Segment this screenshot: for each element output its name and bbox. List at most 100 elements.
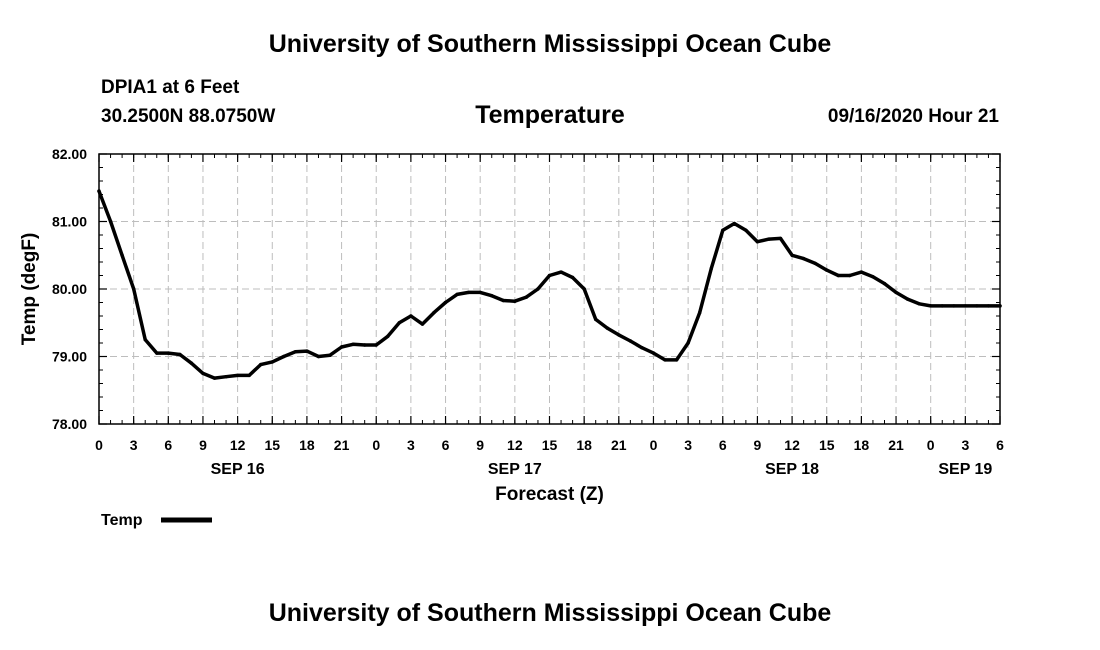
data-point (871, 275, 875, 279)
data-point (536, 287, 540, 291)
data-point (363, 343, 367, 347)
data-point (952, 304, 956, 308)
x-tick-label: 9 (199, 437, 207, 453)
data-point (848, 273, 852, 278)
data-point (732, 221, 736, 226)
x-tick-label: 0 (95, 437, 103, 453)
series-line-temp (97, 189, 1002, 380)
data-point (882, 281, 887, 286)
data-point (801, 256, 806, 261)
date-label: SEP 19 (938, 461, 992, 478)
station-label: DPIA1 at 6 Feet (101, 77, 240, 98)
data-point (282, 354, 286, 359)
data-point (698, 310, 702, 315)
data-point (432, 310, 436, 315)
date-label: SEP 16 (211, 461, 265, 478)
data-point (97, 189, 101, 193)
axis-ticks (98, 153, 1001, 425)
y-axis-title: Temp (degF) (19, 233, 40, 346)
date-label: SEP 17 (488, 461, 542, 478)
x-tick-label: 21 (611, 437, 627, 453)
forecast-timestamp: 09/16/2020 Hour 21 (827, 106, 999, 127)
x-tick-label: 21 (888, 437, 904, 453)
data-point (420, 322, 425, 326)
data-point (270, 360, 274, 364)
data-point (155, 351, 159, 355)
data-point (120, 253, 124, 257)
data-point (339, 345, 344, 349)
data-point (351, 342, 355, 346)
station-coordinates: 30.2500N 88.0750W (101, 106, 276, 127)
data-point (663, 358, 667, 362)
x-tick-label: 18 (576, 437, 592, 453)
x-tick-label: 15 (264, 437, 280, 453)
chart-title: Temperature (475, 101, 625, 129)
x-tick-label: 3 (961, 437, 969, 453)
data-point (293, 350, 298, 354)
x-tick-label: 18 (854, 437, 870, 453)
data-point (674, 358, 679, 362)
legend-label: Temp (101, 512, 143, 529)
y-tick-label: 79.00 (52, 349, 87, 365)
data-point (755, 240, 760, 244)
data-point (744, 228, 748, 232)
date-label: SEP 18 (765, 461, 819, 478)
y-tick-label: 82.00 (52, 146, 87, 162)
data-point (478, 290, 482, 295)
x-tick-label: 6 (719, 437, 727, 453)
data-point (986, 304, 991, 308)
x-tick-label: 0 (650, 437, 658, 453)
data-point (132, 287, 136, 291)
data-point (143, 337, 147, 342)
data-point (212, 376, 217, 380)
data-point (825, 268, 829, 272)
axis-labels: 78.00 79.00 80.00 81.00 82.00 0 3 6 9 12 15 18 21 0 3 6… (52, 146, 1004, 478)
footer-title: University of Southern Mississippi Ocean… (268, 599, 832, 627)
data-point (975, 304, 979, 308)
x-tick-label: 9 (754, 437, 762, 453)
x-tick-label: 6 (442, 437, 450, 453)
data-point (513, 299, 517, 303)
x-tick-label: 12 (507, 437, 523, 453)
x-tick-label: 6 (996, 437, 1004, 453)
x-tick-label: 6 (164, 437, 172, 453)
data-point (686, 341, 690, 345)
data-point (605, 326, 609, 330)
data-point (778, 236, 783, 241)
data-point (224, 375, 228, 379)
data-point (501, 298, 505, 303)
data-point (178, 352, 182, 357)
x-tick-label: 15 (819, 437, 835, 453)
data-point (790, 253, 794, 257)
x-axis-title: Forecast (Z) (495, 484, 604, 505)
data-point (628, 339, 633, 343)
data-point (409, 314, 413, 318)
data-point (651, 351, 656, 355)
data-point (940, 304, 944, 308)
x-tick-label: 0 (372, 437, 380, 453)
x-tick-label: 3 (407, 437, 415, 453)
data-point (386, 334, 390, 338)
y-tick-label: 78.00 (52, 416, 87, 432)
data-point (547, 273, 552, 278)
data-point (466, 290, 471, 295)
y-tick-label: 81.00 (52, 214, 87, 230)
data-point (443, 300, 448, 305)
data-point (582, 287, 586, 291)
x-tick-label: 12 (230, 437, 246, 453)
data-point (894, 290, 898, 295)
data-point (905, 297, 910, 301)
data-point (374, 343, 378, 347)
data-point (570, 275, 575, 280)
data-point (524, 295, 529, 299)
x-tick-label: 3 (684, 437, 692, 453)
data-point (316, 354, 321, 359)
legend: Temp (101, 512, 212, 529)
data-point (201, 371, 205, 376)
x-tick-label: 0 (927, 437, 935, 453)
series-layer (97, 189, 1002, 380)
data-point (189, 361, 194, 365)
data-point (998, 304, 1002, 308)
x-tick-label: 12 (784, 437, 800, 453)
